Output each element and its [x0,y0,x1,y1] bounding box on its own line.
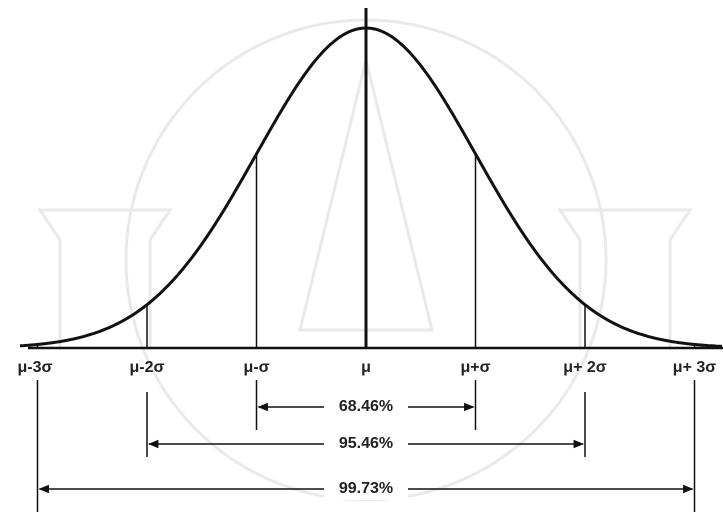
axis-label: μ [361,359,371,376]
range-label: 99.73% [339,480,393,497]
normal-distribution-diagram: μ-3σ μ-2σ μ-σ μ μ+σ μ+ 2σ μ+ 3σ 68.46% 95.46% 99.… [0,0,723,512]
axis-label: μ+ 3σ [673,359,716,376]
axis-label: μ-3σ [18,359,53,376]
axis-label: μ+ 2σ [563,359,606,376]
range-label: 95.46% [339,435,393,452]
axis-label: μ-σ [243,359,269,376]
axis-label: μ+σ [460,359,490,376]
range-label: 68.46% [339,398,393,415]
axis-label: μ-2σ [130,359,165,376]
